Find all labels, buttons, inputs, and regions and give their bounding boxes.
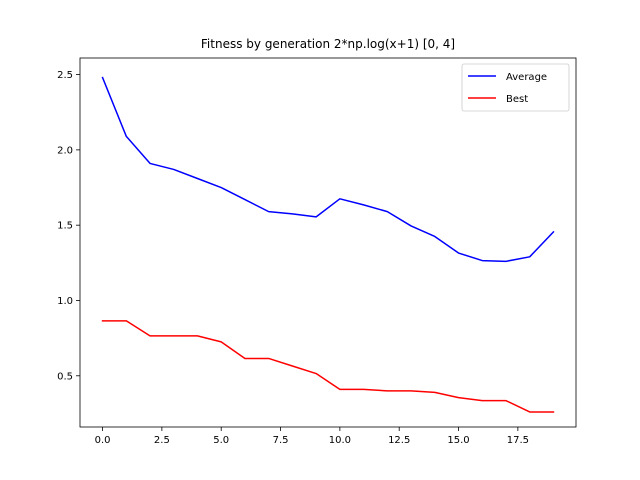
x-tick-label: 2.5 [154, 435, 170, 446]
plot-frame [79, 57, 577, 428]
axes-layer: 0.0 2.5 5.0 7.5 10.0 12.5 15.0 17.5 0.5 1.0 1.5 2.0… [57, 57, 577, 446]
series-line-best [101, 320, 555, 413]
chart-title: Fitness by generation 2*np.log(x+1) [0, … [201, 37, 455, 51]
series-line-average [101, 76, 555, 263]
series-layer [101, 76, 555, 413]
x-tick-label: 5.0 [213, 435, 229, 446]
y-tick-label: 2.5 [57, 70, 73, 81]
legend-label-best: Best [506, 94, 528, 105]
x-tick-label: 0.0 [95, 435, 111, 446]
x-tick-label: 15.0 [447, 435, 469, 446]
y-tick-label: 1.0 [57, 296, 73, 307]
y-tick-label: 2.0 [57, 145, 73, 156]
x-tick-label: 10.0 [329, 435, 351, 446]
x-tick-label: 7.5 [273, 435, 289, 446]
x-tick-label: 12.5 [388, 435, 410, 446]
x-tick-label: 17.5 [507, 435, 529, 446]
legend: Average Best [461, 63, 570, 112]
y-tick-label: 1.5 [57, 221, 73, 232]
y-tick-label: 0.5 [57, 371, 73, 382]
legend-label-average: Average [506, 72, 547, 83]
